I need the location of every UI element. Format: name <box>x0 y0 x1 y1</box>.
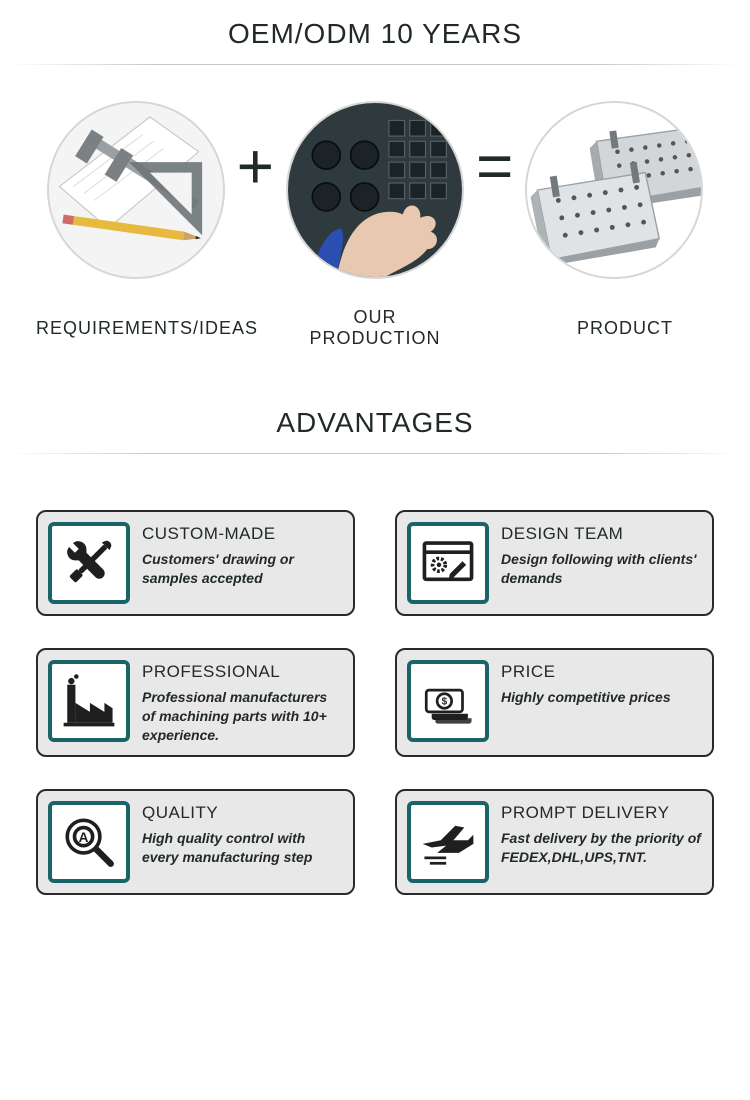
process-row: + <box>0 101 750 279</box>
advantages-divider <box>8 453 742 454</box>
adv-card-professional: PROFESSIONAL Professional manufacturers … <box>36 648 355 757</box>
process-item-production <box>286 101 464 279</box>
adv-card-price: $ PRICE Highly competitive prices <box>395 648 714 757</box>
tools-icon <box>48 522 130 604</box>
svg-text:A: A <box>79 830 89 845</box>
design-icon <box>407 522 489 604</box>
adv-desc: High quality control with every manufact… <box>142 829 343 867</box>
process-operator-plus: + <box>233 134 278 198</box>
caliper-pencil-icon <box>49 103 223 277</box>
process-item-product <box>525 101 703 279</box>
adv-title: DESIGN TEAM <box>501 524 702 544</box>
adv-desc: Highly competitive prices <box>501 688 671 707</box>
adv-desc: Fast delivery by the priority of FEDEX,D… <box>501 829 702 867</box>
page-title: OEM/ODM 10 YEARS <box>0 0 750 64</box>
process-caption-requirements: REQUIREMENTS/IDEAS <box>36 318 214 339</box>
title-divider <box>8 64 742 65</box>
svg-text:$: $ <box>442 697 448 708</box>
factory-icon <box>48 660 130 742</box>
adv-card-design-team: DESIGN TEAM Design following with client… <box>395 510 714 616</box>
adv-card-quality: A QUALITY High quality control with ever… <box>36 789 355 895</box>
adv-desc: Professional manufacturers of machining … <box>142 688 343 745</box>
process-image-production <box>286 101 464 279</box>
advantages-grid: CUSTOM-MADE Customers' drawing or sample… <box>0 510 750 925</box>
adv-title: PRICE <box>501 662 671 682</box>
advantages-title: ADVANTAGES <box>0 389 750 453</box>
process-caption-product: PRODUCT <box>536 318 714 339</box>
process-image-product <box>525 101 703 279</box>
adv-title: QUALITY <box>142 803 343 823</box>
process-image-requirements <box>47 101 225 279</box>
price-icon: $ <box>407 660 489 742</box>
adv-card-custom-made: CUSTOM-MADE Customers' drawing or sample… <box>36 510 355 616</box>
process-item-requirements <box>47 101 225 279</box>
machine-panel-icon <box>288 103 462 277</box>
mold-plate-icon <box>527 103 701 277</box>
process-operator-equals: = <box>472 134 517 198</box>
adv-title: CUSTOM-MADE <box>142 524 343 544</box>
adv-desc: Design following with clients' demands <box>501 550 702 588</box>
adv-title: PROMPT DELIVERY <box>501 803 702 823</box>
adv-card-delivery: PROMPT DELIVERY Fast delivery by the pri… <box>395 789 714 895</box>
adv-title: PROFESSIONAL <box>142 662 343 682</box>
quality-icon: A <box>48 801 130 883</box>
process-caption-production: OUR PRODUCTION <box>286 307 464 349</box>
delivery-icon <box>407 801 489 883</box>
adv-desc: Customers' drawing or samples accepted <box>142 550 343 588</box>
process-captions: REQUIREMENTS/IDEAS OUR PRODUCTION PRODUC… <box>0 273 750 349</box>
